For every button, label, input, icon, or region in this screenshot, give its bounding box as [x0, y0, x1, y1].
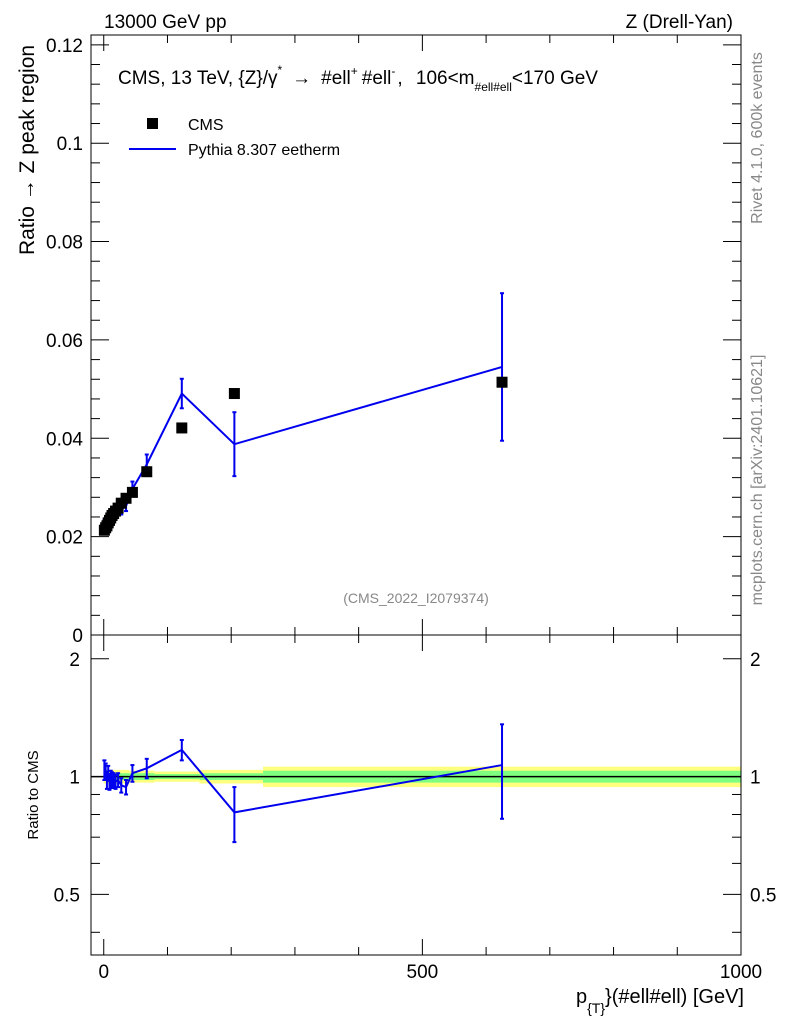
- title-arrow: →: [292, 68, 311, 89]
- x-label-p: p: [576, 986, 587, 1008]
- cms-data-point: [228, 388, 240, 400]
- title-ell2: #ell: [362, 68, 392, 89]
- x-tick-label: 1000: [720, 962, 762, 983]
- main-panel: 0 0.02 0.04 0.06 0.08 0.1 0.12: [46, 34, 742, 647]
- legend-label-mc: Pythia 8.307 eetherm: [188, 142, 340, 159]
- svg-text:p{T}}(#ell#ell) [GeV]: p{T}}(#ell#ell) [GeV]: [576, 986, 744, 1016]
- ratio-frame: [90, 634, 742, 956]
- title-star: *: [277, 63, 282, 77]
- header-left: 13000 GeV pp: [104, 12, 227, 33]
- legend-label-cms: CMS: [188, 117, 224, 134]
- plot-title: CMS, 13 TeV, {Z}/γ* → #ell+ #ell-, 106<m#el…: [118, 63, 598, 94]
- ratio-y-tick-label-left: 2: [69, 650, 80, 671]
- title-cut-sub: #ell#ell: [475, 80, 512, 94]
- y-tick-label: 0.04: [46, 429, 83, 450]
- ratio-y-tick-label-right: 2: [750, 650, 761, 671]
- ratio-y-tick-label-right: 0.5: [750, 885, 776, 906]
- y-tick-label: 0.02: [46, 528, 83, 549]
- ratio-y-axis-label: Ratio to CMS: [25, 750, 42, 839]
- x-label-rest: }(#ell#ell) [GeV]: [605, 986, 744, 1008]
- legend: CMS Pythia 8.307 eetherm: [129, 117, 340, 159]
- y-axis-label: Ratio → Z peak region: [16, 45, 39, 255]
- y-tick-label: 0.08: [46, 233, 83, 254]
- y-tick-label: 0.06: [46, 331, 83, 352]
- title-ell1: #ell: [321, 68, 351, 89]
- title-cut-prefix: 106<m: [416, 68, 475, 89]
- svg-text:CMS, 13 TeV, {Z}/γ*→#ell+#ell-: CMS, 13 TeV, {Z}/γ* → #ell+ #ell-, 106<m#el…: [118, 63, 598, 94]
- y-tick-label: 0.1: [57, 134, 83, 155]
- ratio-y-tick-label-left: 1: [69, 768, 80, 789]
- legend-marker-cms: [147, 118, 158, 129]
- ratio-y-tick-label-right: 1: [750, 768, 761, 789]
- x-tick-label: 500: [407, 962, 439, 983]
- ratio-panel: 0 500 1000 0.5 0.5 1 1 2 2: [54, 634, 776, 983]
- cms-data-point: [120, 492, 132, 504]
- y-tick-label: 0: [72, 626, 83, 647]
- cms-data-point: [126, 486, 138, 498]
- mcplots-label: mcplots.cern.ch [arXiv:2401.10621]: [749, 355, 766, 606]
- ratio-y-tick-label-left: 0.5: [54, 885, 80, 906]
- title-plus: +: [351, 64, 358, 78]
- cms-data-point: [176, 422, 188, 434]
- x-label-sub: {T}: [587, 1000, 605, 1016]
- y-tick-label: 0.12: [46, 36, 83, 57]
- mc-line: [103, 366, 503, 532]
- title-minus: -: [391, 64, 395, 78]
- title-main: CMS, 13 TeV, {Z}/γ: [118, 68, 278, 89]
- cms-data-point: [141, 466, 153, 478]
- rivet-label: Rivet 4.1.0, 600k events: [749, 52, 766, 224]
- cms-data-point: [496, 376, 508, 388]
- title-cut-suffix: <170 GeV: [512, 68, 598, 89]
- header-right: Z (Drell-Yan): [626, 12, 733, 33]
- x-axis-label: p{T}}(#ell#ell) [GeV]: [576, 986, 744, 1016]
- x-tick-label: 0: [98, 962, 109, 983]
- analysis-id: (CMS_2022_I2079374): [343, 590, 489, 606]
